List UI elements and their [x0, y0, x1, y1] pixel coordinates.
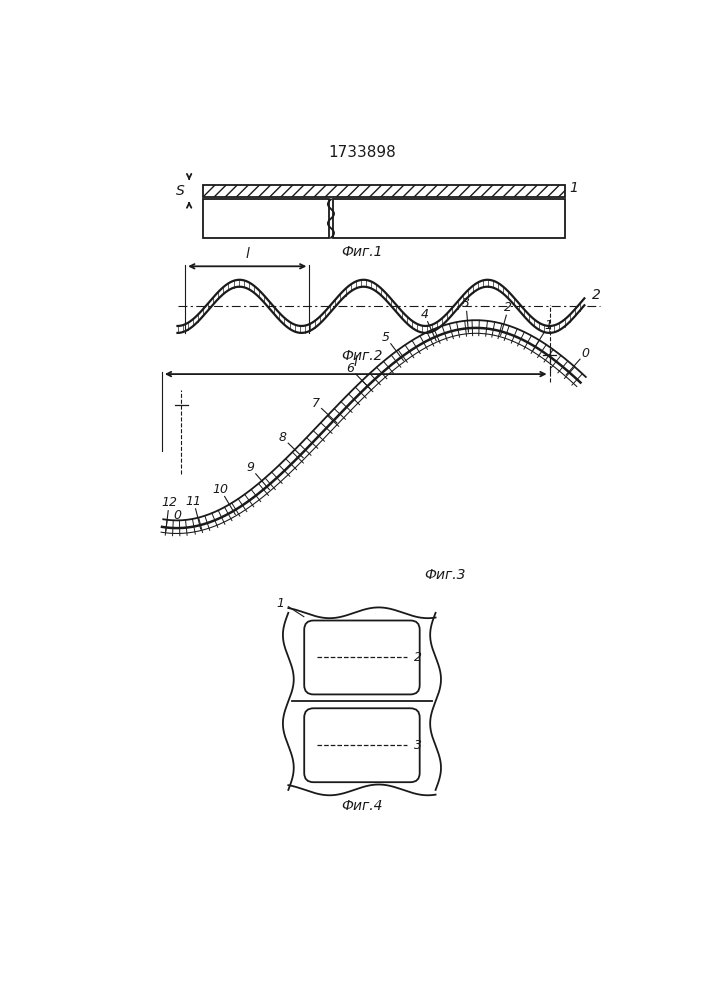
Text: Фиг.1: Фиг.1 — [341, 245, 382, 259]
Text: 5: 5 — [382, 331, 390, 344]
Text: Фиг.3: Фиг.3 — [424, 568, 466, 582]
Text: 1: 1 — [276, 597, 284, 610]
Text: 2: 2 — [414, 651, 422, 664]
FancyBboxPatch shape — [304, 620, 420, 694]
Text: 9: 9 — [247, 461, 255, 474]
Text: 2: 2 — [592, 288, 601, 302]
Text: l: l — [245, 247, 249, 261]
Text: S: S — [176, 184, 185, 198]
Text: 0: 0 — [174, 509, 182, 522]
Text: 7: 7 — [312, 397, 320, 410]
Bar — [332, 199, 565, 238]
Text: 2: 2 — [504, 301, 513, 314]
Text: 10: 10 — [213, 483, 228, 496]
Text: 3: 3 — [414, 739, 422, 752]
FancyBboxPatch shape — [304, 708, 420, 782]
Text: 1733898: 1733898 — [328, 145, 396, 160]
Text: 0: 0 — [581, 347, 589, 360]
Text: Фиг.2: Фиг.2 — [341, 349, 382, 363]
Text: 4: 4 — [421, 308, 428, 321]
Text: 6: 6 — [346, 362, 354, 375]
Text: 3: 3 — [462, 297, 470, 310]
Text: 12: 12 — [161, 496, 177, 509]
Text: l: l — [354, 355, 358, 369]
Bar — [203, 199, 329, 238]
Text: 1: 1 — [569, 181, 578, 195]
Text: 11: 11 — [186, 495, 201, 508]
Text: Фиг.4: Фиг.4 — [341, 799, 382, 813]
Text: 8: 8 — [279, 431, 286, 444]
Text: 1: 1 — [544, 319, 552, 332]
Bar — [203, 185, 565, 197]
